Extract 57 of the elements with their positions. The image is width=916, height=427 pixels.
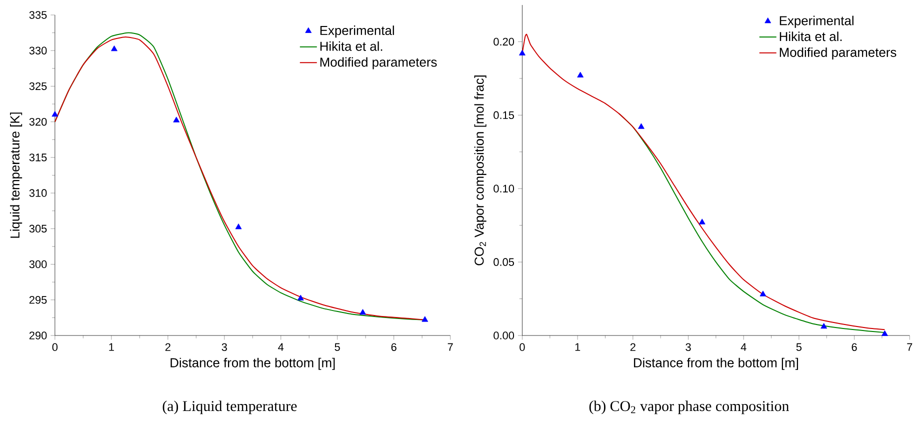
y-tick-label: 315 — [29, 153, 47, 162]
point — [882, 330, 888, 336]
x-tick-label: 0 — [520, 343, 525, 351]
y-tick-label: 0.15 — [494, 111, 514, 119]
point — [235, 223, 242, 229]
point — [820, 322, 828, 328]
x-tick-label: 5 — [334, 343, 340, 351]
y-tick-label: 310 — [29, 189, 47, 197]
point — [297, 294, 304, 300]
x-tick-label: 2 — [630, 343, 636, 351]
x-axis-title: Distance from the bottom [m] — [634, 358, 798, 370]
point — [577, 72, 584, 78]
x-tick-label: 5 — [796, 343, 802, 351]
y-axis-title: Liquid temperature [K] — [10, 112, 22, 238]
y-axis-title: CO$_{2}$ Vapor composition [mol frac] — [474, 75, 486, 266]
point — [360, 308, 366, 314]
x-tick-label: 6 — [391, 343, 396, 351]
legend-label: Modified parameters — [780, 47, 896, 60]
y-tick-label: 0.00 — [494, 331, 514, 340]
x-tick-label: 2 — [165, 343, 170, 351]
legend-label: Modified parameters — [320, 57, 437, 70]
y-tick-label: 0.20 — [494, 38, 514, 46]
point — [760, 290, 766, 296]
legend-label: Experimental — [320, 25, 394, 38]
y-tick-label: 0.10 — [494, 184, 514, 192]
y-tick-label: 325 — [29, 82, 47, 90]
text: (b) CO$_{2}$ vapor phase composition — [589, 400, 789, 414]
y-tick-label: 295 — [29, 296, 47, 304]
x-tick-label: 7 — [448, 343, 453, 351]
legend-label: Hikita et al. — [320, 41, 382, 51]
x-tick-label: 7 — [907, 343, 912, 351]
x-tick-label: 0 — [52, 343, 58, 351]
x-tick-label: 1 — [575, 343, 580, 351]
x-tick-label: 1 — [109, 343, 114, 351]
text: (a) Liquid temperature — [162, 400, 297, 414]
legend-label: Experimental — [780, 16, 854, 28]
point — [519, 50, 526, 56]
x-tick-label: 4 — [278, 343, 284, 351]
x-tick-label: 4 — [740, 343, 746, 351]
point — [698, 218, 706, 224]
legend-label: Hikita et al. — [780, 31, 842, 41]
x-tick-label: 3 — [222, 343, 227, 351]
y-tick-label: 305 — [29, 224, 47, 232]
y-tick-label: 300 — [29, 260, 47, 268]
point — [422, 316, 428, 322]
point — [638, 123, 644, 129]
y-tick-label: 330 — [29, 46, 47, 54]
point — [52, 110, 58, 116]
y-tick-label: 320 — [29, 118, 47, 126]
point — [173, 116, 180, 122]
y-tick-label: 335 — [29, 10, 47, 19]
x-tick-label: 6 — [852, 343, 857, 351]
x-axis-title: Distance from the bottom [m] — [170, 358, 335, 370]
x-tick-label: 3 — [686, 343, 691, 351]
point — [111, 45, 118, 51]
y-tick-label: 0.05 — [494, 258, 514, 266]
y-tick-label: 290 — [29, 331, 47, 340]
